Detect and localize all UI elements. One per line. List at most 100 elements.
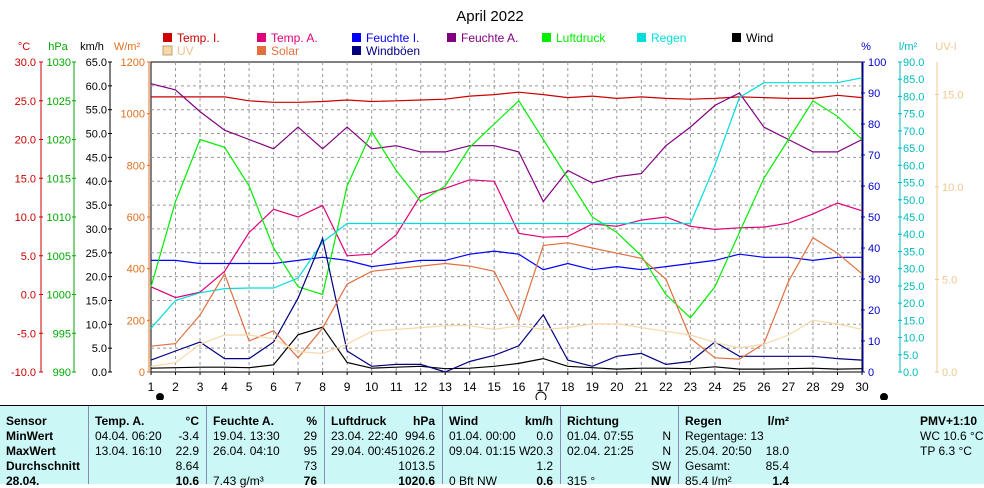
pct-axis-title: % — [861, 41, 871, 53]
pct-tick-label: 80 — [868, 119, 880, 131]
new-moon-icon — [156, 393, 164, 400]
rain-max-value: 18.0 — [765, 444, 789, 458]
kmh-tick-label: 25.0 — [86, 248, 107, 260]
pressure-avg-value: 1013.5 — [398, 459, 435, 473]
legend-swatch — [542, 33, 551, 42]
kmh-tick-label: 10.0 — [86, 319, 107, 331]
wind-header: Wind — [449, 414, 479, 428]
legend-label: Feuchte A. — [461, 31, 518, 45]
hpa-tick-label: 1030 — [47, 57, 71, 69]
legend-label: Luftdruck — [556, 31, 606, 45]
kmh-tick-label: 0.0 — [92, 367, 107, 379]
direction-avg-value: SW — [651, 459, 671, 473]
humidity-min-date: 19.04. 13:30 — [213, 429, 280, 443]
wind-current-value: 0.6 — [536, 474, 553, 488]
wm2-tick-label: 800 — [127, 160, 145, 172]
temp-current-value: 10.6 — [175, 474, 199, 488]
x-tick-label: 4 — [221, 380, 228, 394]
x-tick-label: 13 — [439, 380, 453, 394]
legend-label: Feuchte I. — [366, 31, 419, 45]
wm2-axis-title: W/m² — [114, 41, 141, 53]
wind-min-value: 0.0 — [536, 429, 553, 443]
pct-tick-label: 10 — [868, 336, 880, 348]
x-tick-label: 19 — [586, 380, 600, 394]
wind-max-date: 09.04. 01:15 W — [449, 444, 531, 458]
pressure-max-value: 1026.2 — [398, 444, 435, 458]
lm2-tick-label: 25.0 — [903, 281, 924, 293]
legend-label: Temp. I. — [177, 31, 220, 45]
humidity-column: Feuchte A. % 19.04. 13:30 29 26.04. 04:1… — [206, 406, 325, 488]
temp-tick-label: -10.0 — [11, 367, 36, 379]
pressure-min-date: 23.04. 22:40 — [331, 429, 398, 443]
hpa-tick-label: 1020 — [47, 135, 71, 147]
hpa-axis-title: hPa — [48, 41, 68, 53]
x-tick-label: 1 — [148, 380, 155, 394]
x-tick-label: 25 — [733, 380, 747, 394]
lm2-tick-label: 50.0 — [903, 195, 924, 207]
rain-header: Regen — [685, 414, 722, 428]
wind-max-value: 20.3 — [529, 444, 553, 458]
x-tick-label: 26 — [757, 380, 771, 394]
series-lines — [150, 77, 863, 373]
kmh-tick-label: 35.0 — [86, 200, 107, 212]
legend-swatch — [447, 33, 456, 42]
series-feuchte-a — [150, 83, 863, 203]
direction-min-value: N — [662, 429, 671, 443]
legend-swatch — [163, 33, 172, 42]
pressure-current-value: 1020.6 — [398, 474, 435, 488]
direction-current-value: NW — [651, 474, 671, 488]
pressure-column: Luftdruck hPa 23.04. 22:40 994.6 29.04. … — [324, 406, 443, 488]
x-tick-label: 11 — [390, 380, 403, 394]
humidity-min-value: 29 — [303, 429, 317, 443]
kmh-tick-label: 30.0 — [86, 224, 107, 236]
x-tick-label: 5 — [246, 380, 253, 394]
pct-tick-label: 0 — [868, 367, 874, 379]
rain-total-label: Gesamt: — [685, 459, 731, 473]
direction-column: Richtung 01.04. 07:55 N 02.04. 21:25 N S… — [560, 406, 679, 488]
kmh-tick-label: 5.0 — [92, 343, 107, 355]
wm2-tick-label: 1200 — [121, 57, 145, 69]
plot-frame — [150, 61, 863, 373]
legend-swatch — [637, 33, 646, 42]
rain-days: Regentage: 13 — [685, 429, 764, 443]
legend-swatch — [257, 46, 266, 55]
lm2-axis-title: l/m² — [899, 41, 918, 53]
pmv-column: PMV+1:10 WC 10.6 °C TP 6.3 °C — [796, 406, 984, 484]
x-tick-label: 8 — [319, 380, 326, 394]
pct-tick-label: 20 — [868, 305, 880, 317]
hpa-tick-label: 1000 — [47, 290, 71, 302]
lm2-tick-label: 5.0 — [903, 350, 918, 362]
direction-max-date: 02.04. 21:25 — [567, 444, 634, 458]
direction-max-value: N — [662, 444, 671, 458]
lm2-tick-label: 40.0 — [903, 229, 924, 241]
x-axis: 1 2 3 4 5 6 7 8 9 10 11 12 13 14 15 16 17 18 19 20 21 22 23 24 2… — [148, 372, 888, 400]
lm2-tick-label: 10.0 — [903, 333, 924, 345]
lm2-tick-label: 15.0 — [903, 315, 924, 327]
legend-swatch — [352, 46, 361, 55]
x-tick-label: 15 — [488, 380, 502, 394]
rain-total-value: 85.4 — [765, 459, 789, 473]
x-tick-label: 3 — [197, 380, 204, 394]
rain-unit: l/m² — [767, 414, 789, 428]
x-tick-label: 2 — [172, 380, 179, 394]
x-tick-label: 24 — [708, 380, 722, 394]
x-tick-label: 9 — [344, 380, 351, 394]
pct-tick-label: 30 — [868, 274, 880, 286]
humidity-unit: % — [306, 414, 317, 428]
hpa-tick-label: 995 — [53, 328, 71, 340]
humidity-avg-value: 73 — [303, 459, 317, 473]
rain-current-value: 1.4 — [772, 474, 789, 488]
x-tick-label: 12 — [414, 380, 428, 394]
x-tick-label: 28 — [806, 380, 820, 394]
uv-axis-title: UV-I — [935, 41, 956, 53]
kmh-tick-label: 65.0 — [86, 57, 107, 69]
sensor-row-label: 28.04. — [6, 474, 40, 488]
x-tick-label: 16 — [512, 380, 526, 394]
humidity-current-value: 76 — [303, 474, 317, 488]
wm2-tick-label: 1000 — [121, 109, 145, 121]
kmh-axis-title: km/h — [80, 41, 104, 53]
weather-chart: April 2022 Temp. I. Temp. A. Feuchte I. Feu… — [11, 8, 963, 400]
series-solar — [150, 236, 863, 360]
temp-unit: °C — [185, 414, 199, 428]
humidity-abs: 7.43 g/m³ — [213, 474, 264, 488]
